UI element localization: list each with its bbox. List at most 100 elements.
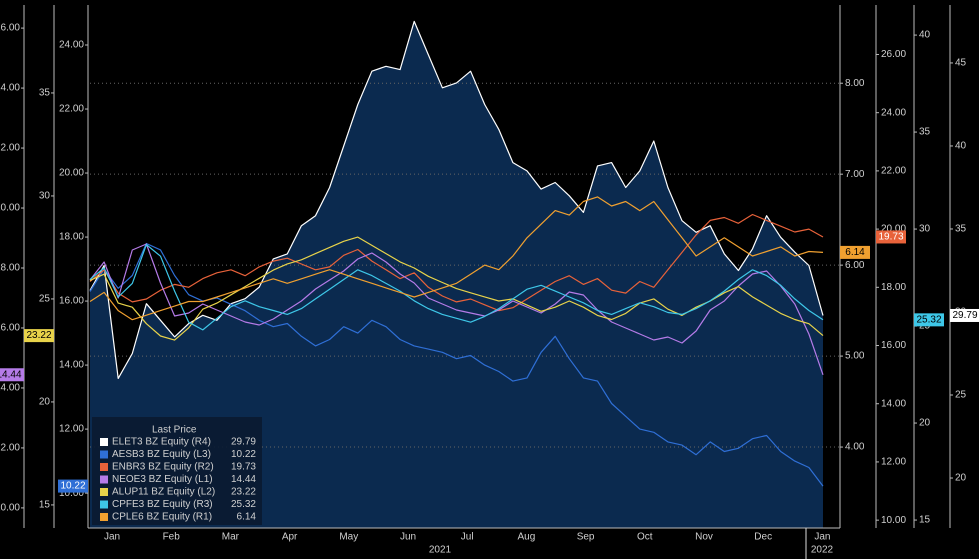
x-tick-label: Aug <box>518 532 536 543</box>
line-layer <box>89 20 824 487</box>
legend-swatch <box>100 438 108 446</box>
y-tick-label: 40 <box>955 141 967 152</box>
area <box>90 21 823 529</box>
y-tick-label: 12.00 <box>0 443 20 454</box>
y-tick-label: 10.00 <box>59 488 84 499</box>
y-tick-label: 30 <box>39 191 51 202</box>
legend: Last Price ELET3 BZ Equity (R4) 29.79 AESB… <box>92 417 262 525</box>
x-tick-label: Jul <box>461 532 474 543</box>
legend-value: 19.73 <box>231 462 256 473</box>
y-tick-label: 35 <box>919 127 931 138</box>
price-tag-label: 10.22 <box>60 481 85 492</box>
x-tick-label: Jan <box>814 532 830 543</box>
line <box>89 244 824 331</box>
x-tick-label: Sep <box>577 532 595 543</box>
line <box>89 213 824 312</box>
y-tick-label: 25 <box>39 294 51 305</box>
y-tick-label: 30 <box>919 224 931 235</box>
y-tick-label: 18.00 <box>881 282 906 293</box>
area-layer <box>90 21 823 529</box>
x-tick-label: May <box>339 532 358 543</box>
legend-title: Last Price <box>152 425 197 436</box>
y-tick-label: 45 <box>955 58 967 69</box>
line <box>89 243 824 375</box>
legend-swatch <box>100 500 108 509</box>
axis-layer: 10.00 12.00 14.00 16.00 18.00 20.00 22.00 24.00… <box>0 5 979 559</box>
legend-value: 29.79 <box>231 437 256 448</box>
y-tick-label: 12.00 <box>59 424 84 435</box>
x-tick-label: Mar <box>222 532 240 543</box>
legend-swatch <box>100 450 108 459</box>
y-tick-label: 16.00 <box>881 340 906 351</box>
price-tag <box>24 329 54 343</box>
legend-label: CPFE3 BZ Equity (R3) <box>112 499 213 510</box>
y-tick-label: 18.00 <box>59 232 84 243</box>
legend-swatch <box>100 513 108 521</box>
legend-value: 10.22 <box>231 449 256 460</box>
x-tick-label: Nov <box>695 532 713 543</box>
y-tick-label: 26.00 <box>881 49 906 60</box>
year-label: 2021 <box>429 545 452 556</box>
y-tick-label: 22.00 <box>59 104 84 115</box>
price-tag-label: 6.14 <box>845 247 865 258</box>
y-tick-label: 20.00 <box>59 168 84 179</box>
y-tick-label: 16.00 <box>59 296 84 307</box>
price-tag <box>840 245 870 259</box>
price-tag-label: 25.32 <box>916 314 941 325</box>
price-tag <box>950 308 979 322</box>
y-tick-label: 5.00 <box>845 351 865 362</box>
x-tick-label: Dec <box>754 532 772 543</box>
legend-value: 25.32 <box>231 499 256 510</box>
x-tick-label: Jan <box>104 532 120 543</box>
y-tick-label: 8.00 <box>845 78 865 89</box>
y-tick-label: 15 <box>39 500 51 511</box>
y-tick-label: 40 <box>919 30 931 41</box>
y-tick-label: 10.00 <box>881 515 906 526</box>
legend-label: ENBR3 BZ Equity (R2) <box>112 462 214 473</box>
price-tag-label: 23.22 <box>26 330 51 341</box>
y-tick-label: 14.00 <box>881 398 906 409</box>
price-tag-label: 14.44 <box>0 369 22 380</box>
price-tag <box>876 230 906 244</box>
y-tick-label: 4.00 <box>845 442 865 453</box>
x-tick-label: Apr <box>282 532 298 543</box>
y-tick-label: 20 <box>39 397 51 408</box>
x-tick-label: Oct <box>637 532 653 543</box>
y-tick-label: 20 <box>919 418 931 429</box>
legend-label: AESB3 BZ Equity (L3) <box>112 449 211 460</box>
legend-label: ELET3 BZ Equity (R4) <box>112 437 211 448</box>
year-label: 2022 <box>811 545 834 556</box>
line <box>89 196 824 321</box>
x-tick-label: Jun <box>400 532 416 543</box>
y-tick-label: 14.00 <box>0 383 20 394</box>
y-tick-label: 7.00 <box>845 169 865 180</box>
legend-box <box>92 417 262 525</box>
legend-value: 23.22 <box>231 487 256 498</box>
y-tick-label: 25 <box>955 390 967 401</box>
y-tick-label: 35 <box>955 224 967 235</box>
y-tick-label: 20.00 <box>881 224 906 235</box>
y-tick-label: 10.00 <box>0 503 20 514</box>
x-tick-label: Feb <box>163 532 181 543</box>
y-tick-label: 6.00 <box>845 260 865 271</box>
y-tick-label: 24.00 <box>881 107 906 118</box>
y-tick-label: 26.00 <box>0 23 20 34</box>
price-tag <box>0 368 24 382</box>
y-tick-label: 35 <box>39 88 51 99</box>
y-tick-label: 16.00 <box>0 323 20 334</box>
legend-value: 14.44 <box>231 474 256 485</box>
y-tick-label: 20 <box>955 473 967 484</box>
legend-label: CPLE6 BZ Equity (R1) <box>112 512 212 523</box>
price-tag <box>914 313 944 327</box>
legend-value: 6.14 <box>237 512 257 523</box>
y-tick-label: 24.00 <box>59 40 84 51</box>
y-tick-label: 22.00 <box>881 166 906 177</box>
y-tick-label: 14.00 <box>59 360 84 371</box>
y-tick-label: 24.00 <box>0 83 20 94</box>
legend-label: NEOE3 BZ Equity (L1) <box>112 474 213 485</box>
y-tick-label: 18.00 <box>0 263 20 274</box>
price-tag-label: 19.73 <box>878 232 903 243</box>
legend-swatch <box>100 488 108 496</box>
legend-swatch <box>100 463 108 471</box>
